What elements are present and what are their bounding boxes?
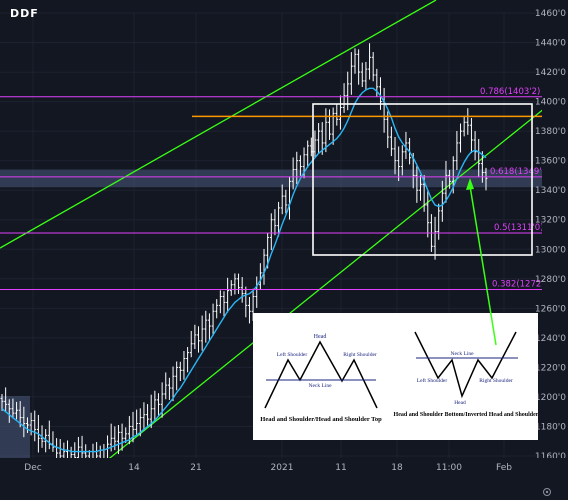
y-tick-label: 1460'0: [535, 9, 566, 19]
hs-top-shape: [264, 340, 378, 409]
gear-icon[interactable]: [543, 488, 551, 496]
ihs-caption: Head and Shoulder Bottom/Inverted Head a…: [394, 412, 539, 418]
hs-top-head-label: Head: [314, 334, 327, 340]
y-tick-label: 1200'0: [535, 393, 566, 403]
y-tick-label: 1280'0: [535, 275, 566, 285]
y-tick-label: 1360'0: [535, 157, 566, 167]
x-tick-label: 18: [391, 463, 403, 473]
hs-top-caption: Head and Shoulder/Head and Shoulder Top: [260, 416, 382, 423]
y-tick-label: 1400'0: [535, 98, 566, 108]
y-tick-label: 1420'0: [535, 68, 566, 78]
fib-label: 0.5(1311'0): [494, 223, 544, 233]
channel-lower: [94, 107, 546, 471]
y-tick-label: 1180'0: [535, 422, 566, 432]
head-shoulders-top-diagram: Head Left Shoulder Right Shoulder Neck L…: [260, 334, 382, 423]
channel-upper: [0, 0, 437, 249]
fib-label: 0.382(1272'6): [492, 280, 552, 290]
x-tick-label: Feb: [496, 463, 512, 473]
x-tick-label: Dec: [24, 463, 41, 473]
y-axis-panel: [542, 0, 568, 500]
x-axis-panel: [0, 458, 568, 500]
x-axis: Dec 14 21 2021 11 18 11:00 Feb: [0, 458, 568, 500]
x-tick-label: 11:00: [436, 463, 462, 473]
ihs-left-shoulder-label: Left Shoulder: [417, 377, 448, 384]
y-tick-label: 1260'0: [535, 304, 566, 314]
hs-top-left-shoulder-label: Left Shoulder: [277, 351, 308, 358]
y-tick-label: 1320'0: [535, 216, 566, 226]
trend-channel: [0, 0, 546, 471]
y-axis: 1460'0 1440'0 1420'0 1400'0 1380'0 1360'0 1340…: [535, 0, 568, 500]
x-tick-label: 21: [190, 463, 201, 473]
ihs-shape: [414, 331, 517, 399]
hs-top-neckline-label: Neck Line: [308, 383, 332, 389]
ihs-neckline-label: Neck Line: [450, 351, 474, 357]
support-zone: [0, 169, 542, 188]
pattern-inset: Head Left Shoulder Right Shoulder Neck L…: [253, 313, 539, 440]
inverted-head-shoulders-diagram: Neck Line Left Shoulder Right Shoulder H…: [394, 331, 539, 418]
y-tick-label: 1160'0: [535, 452, 566, 462]
brand-logo: DDF: [10, 7, 39, 20]
x-tick-label: 2021: [271, 463, 294, 473]
hs-top-right-shoulder-label: Right Shoulder: [343, 352, 377, 358]
ihs-right-shoulder-label: Right Shoulder: [479, 378, 513, 384]
fib-label: 0.786(1403'2): [480, 87, 540, 97]
x-tick-label: 11: [335, 463, 346, 473]
y-tick-label: 1300'0: [535, 245, 566, 255]
consolidation-box: [312, 103, 533, 256]
x-tick-label: 14: [128, 463, 140, 473]
pointer-arrow: [466, 178, 497, 346]
ihs-head-label: Head: [454, 400, 466, 406]
moving-average-layer: [1, 87, 487, 453]
y-tick-label: 1380'0: [535, 127, 566, 137]
fib-label: 0.618(1349'0): [490, 167, 550, 177]
y-tick-label: 1340'0: [535, 186, 566, 196]
y-tick-label: 1240'0: [535, 334, 566, 344]
moving-average-line: [1, 87, 487, 453]
y-tick-label: 1220'0: [535, 363, 566, 373]
y-tick-label: 1440'0: [535, 39, 566, 49]
